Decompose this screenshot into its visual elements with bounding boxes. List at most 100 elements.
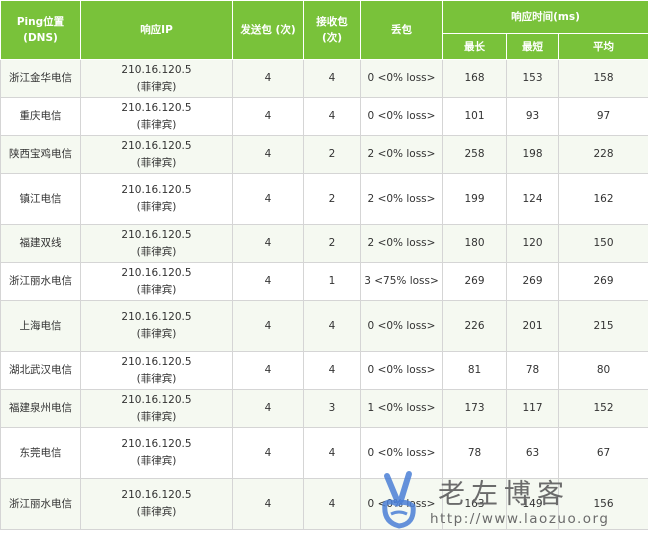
cell-ip: 210.16.120.5 (菲律宾): [80, 59, 233, 98]
min-ms: 124: [522, 192, 543, 205]
cell-sent: 4: [232, 224, 304, 263]
ip-country-text: (菲律宾): [136, 506, 177, 518]
loss-text: 0 <0% loss>: [367, 72, 436, 84]
location-text: 镇江电信: [19, 192, 62, 205]
cell-max: 180: [442, 224, 507, 263]
avg-ms: 152: [593, 402, 614, 414]
cell-ip: 210.16.120.5 (菲律宾): [80, 300, 233, 352]
avg-ms: 80: [596, 364, 611, 376]
cell-avg: 67: [557, 427, 648, 479]
table-row: 镇江电信 210.16.120.5 (菲律宾) 4 2 2 <0% loss> 199 124…: [0, 173, 648, 225]
cell-max: 163: [442, 478, 507, 530]
cell-sent: 4: [232, 97, 304, 136]
ip-text: 210.16.120.5: [121, 489, 192, 501]
col-header-location: Ping位置 (DNS): [0, 0, 81, 60]
table-row: 福建泉州电信 210.16.120.5 (菲律宾) 4 3 1 <0% loss> 173 1…: [0, 389, 648, 428]
received-count: 2: [328, 237, 336, 249]
col-header-ip: 响应IP: [80, 0, 233, 60]
cell-received: 2: [303, 135, 361, 174]
location-text: 上海电信: [19, 319, 62, 332]
cell-received: 2: [303, 173, 361, 225]
ip-country-text: (菲律宾): [136, 201, 177, 213]
cell-max: 226: [442, 300, 507, 352]
table-row: 浙江金华电信 210.16.120.5 (菲律宾) 4 4 0 <0% loss> 168 1…: [0, 59, 648, 98]
sent-count: 4: [264, 364, 272, 376]
cell-min: 93: [506, 97, 559, 136]
cell-avg: 215: [557, 300, 648, 352]
cell-loss: 0 <0% loss>: [360, 351, 443, 390]
max-ms: 101: [464, 110, 485, 122]
avg-ms: 215: [593, 319, 614, 332]
ip-text: 210.16.120.5: [121, 101, 192, 114]
cell-loss: 3 <75% loss>: [360, 262, 443, 301]
table-row: 福建双线 210.16.120.5 (菲律宾) 4 2 2 <0% loss> 180 120…: [0, 224, 648, 263]
location-text: 重庆电信: [19, 110, 62, 122]
loss-text: 1 <0% loss>: [367, 402, 436, 414]
ip-text: 210.16.120.5: [121, 393, 192, 406]
received-count: 4: [328, 364, 336, 376]
cell-sent: 4: [232, 59, 304, 98]
table-row: 陕西宝鸡电信 210.16.120.5 (菲律宾) 4 2 2 <0% loss> 258 1…: [0, 135, 648, 174]
ip-country-text: (菲律宾): [136, 118, 177, 131]
cell-max: 101: [442, 97, 507, 136]
location-text: 浙江丽水电信: [9, 275, 72, 287]
col-header-sent: 发送包 (次): [232, 0, 304, 60]
cell-sent: 4: [232, 351, 304, 390]
table-row: 重庆电信 210.16.120.5 (菲律宾) 4 4 0 <0% loss> 101 93 9…: [0, 97, 648, 136]
received-count: 4: [328, 110, 336, 122]
cell-ip: 210.16.120.5 (菲律宾): [80, 478, 233, 530]
ip-country-text: (菲律宾): [136, 410, 177, 423]
cell-location: 上海电信: [0, 300, 81, 352]
cell-ip: 210.16.120.5 (菲律宾): [80, 427, 233, 479]
cell-received: 4: [303, 351, 361, 390]
table-row: 上海电信 210.16.120.5 (菲律宾) 4 4 0 <0% loss> 226 201…: [0, 300, 648, 352]
sent-count: 4: [264, 319, 272, 332]
ip-text: 210.16.120.5: [121, 266, 192, 279]
loss-text: 0 <0% loss>: [367, 110, 436, 122]
max-ms: 168: [464, 72, 485, 84]
cell-received: 4: [303, 97, 361, 136]
col-header-avg: 平均: [557, 33, 648, 60]
max-ms: 163: [464, 497, 485, 510]
location-text: 福建双线: [19, 237, 62, 249]
min-ms: 198: [522, 148, 543, 160]
cell-max: 258: [442, 135, 507, 174]
cell-min: 78: [506, 351, 559, 390]
cell-avg: 80: [557, 351, 648, 390]
min-ms: 201: [522, 319, 543, 332]
col-header-response-time: 响应时间(ms): [441, 0, 648, 34]
cell-loss: 0 <0% loss>: [360, 478, 443, 530]
ping-results-table: Ping位置 (DNS) 响应IP 发送包 (次) 接收包 (次) 丢包 响应时…: [0, 0, 648, 530]
cell-avg: 228: [557, 135, 648, 174]
avg-ms: 150: [593, 237, 614, 249]
avg-ms: 97: [596, 110, 611, 122]
min-ms: 153: [522, 72, 543, 84]
sent-count: 4: [264, 72, 272, 84]
ip-country-text: (菲律宾): [136, 80, 177, 93]
received-count: 4: [328, 446, 336, 459]
cell-avg: 158: [557, 59, 648, 98]
received-count: 1: [328, 275, 336, 287]
ip-text: 210.16.120.5: [121, 355, 192, 368]
min-ms: 117: [522, 402, 543, 414]
ip-country-text: (菲律宾): [136, 328, 177, 340]
min-ms: 78: [525, 364, 540, 376]
cell-location: 陕西宝鸡电信: [0, 135, 81, 174]
cell-location: 重庆电信: [0, 97, 81, 136]
cell-location: 东莞电信: [0, 427, 81, 479]
table-row: 东莞电信 210.16.120.5 (菲律宾) 4 4 0 <0% loss> 78 63 67: [0, 427, 648, 479]
avg-ms: 228: [593, 148, 614, 160]
sent-count: 4: [264, 275, 272, 287]
cell-max: 269: [442, 262, 507, 301]
cell-location: 浙江丽水电信: [0, 262, 81, 301]
location-text: 浙江丽水电信: [9, 497, 72, 510]
cell-min: 63: [506, 427, 559, 479]
cell-received: 4: [303, 59, 361, 98]
cell-max: 173: [442, 389, 507, 428]
min-ms: 120: [522, 237, 543, 249]
cell-min: 198: [506, 135, 559, 174]
ip-text: 210.16.120.5: [121, 438, 192, 450]
loss-text: 3 <75% loss>: [364, 275, 439, 287]
cell-sent: 4: [232, 135, 304, 174]
ip-country-text: (菲律宾): [136, 245, 177, 258]
